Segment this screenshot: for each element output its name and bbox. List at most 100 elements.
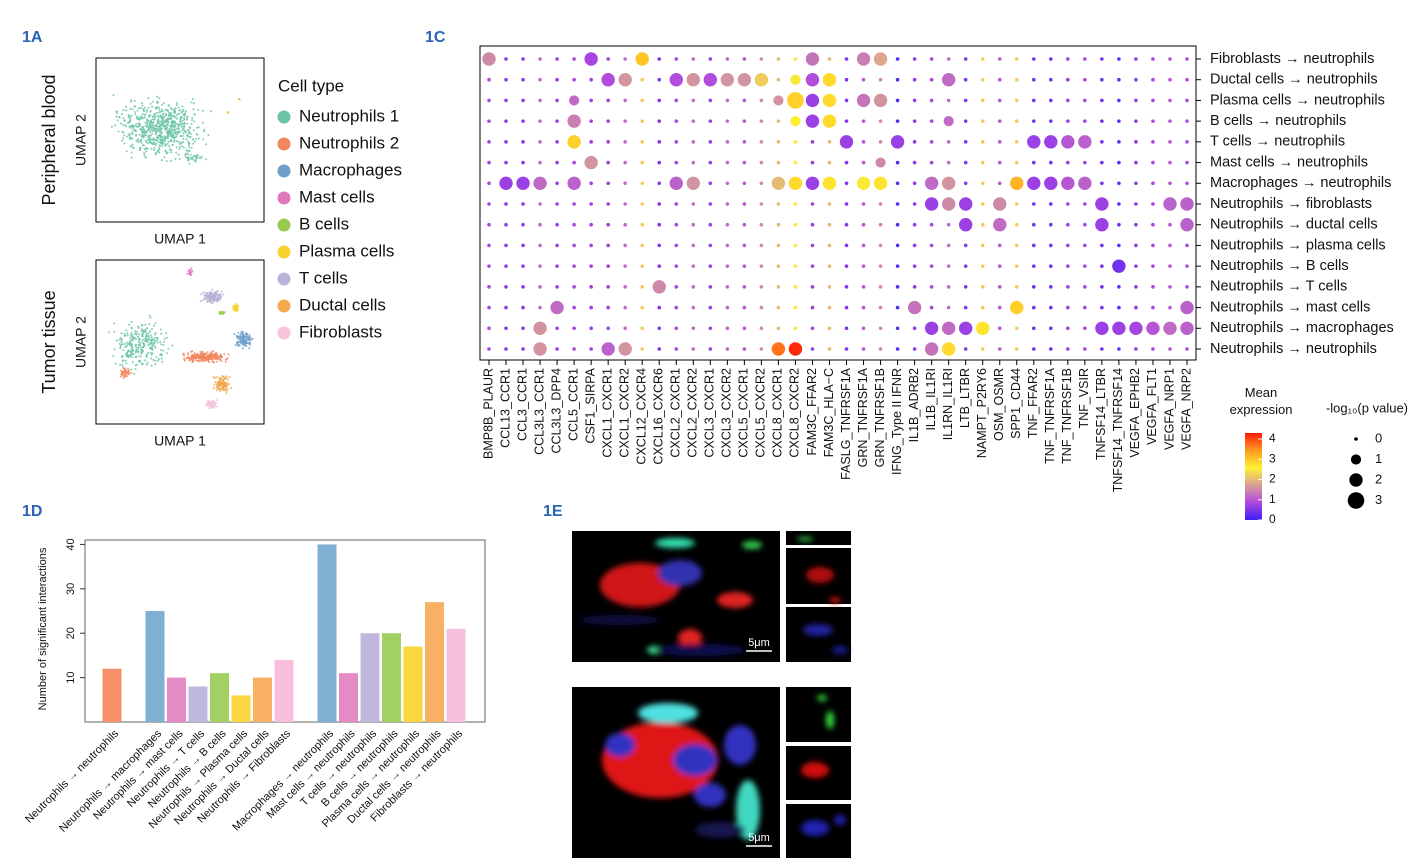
dot bbox=[776, 140, 781, 144]
dot bbox=[980, 57, 985, 61]
umap-point bbox=[140, 115, 143, 118]
image-content bbox=[580, 538, 762, 656]
dot bbox=[878, 326, 883, 331]
y-tick-label: 10 bbox=[65, 671, 77, 683]
dot bbox=[1151, 77, 1155, 82]
dot bbox=[759, 347, 764, 351]
umap-point bbox=[110, 125, 113, 128]
dot bbox=[912, 222, 917, 227]
dot bbox=[1151, 202, 1155, 206]
umap-point bbox=[150, 336, 153, 339]
umap-point bbox=[150, 357, 153, 360]
umap-point bbox=[161, 110, 164, 113]
umap-point bbox=[125, 355, 128, 357]
umap-point bbox=[144, 113, 147, 116]
umap-point bbox=[147, 136, 149, 139]
umap-point bbox=[196, 157, 199, 160]
dot bbox=[790, 74, 801, 85]
umap-point bbox=[219, 380, 222, 383]
dot bbox=[810, 202, 815, 206]
umap-point bbox=[160, 142, 163, 145]
umap-point bbox=[134, 368, 137, 370]
umap-point bbox=[141, 339, 144, 342]
umap-point bbox=[248, 334, 251, 337]
umap-point bbox=[165, 119, 167, 122]
umap-point bbox=[201, 350, 204, 353]
umap-point bbox=[129, 107, 132, 110]
dot bbox=[640, 285, 645, 289]
dot bbox=[861, 285, 866, 289]
color-tick-label: 4 bbox=[1269, 431, 1276, 445]
umap-point bbox=[146, 327, 149, 330]
umap-point bbox=[187, 142, 190, 145]
dot bbox=[878, 305, 883, 310]
umap-point bbox=[159, 341, 162, 343]
dot bbox=[657, 305, 662, 310]
umap-point bbox=[169, 132, 172, 135]
umap-point bbox=[135, 349, 138, 352]
dot bbox=[895, 98, 900, 103]
dot bbox=[912, 98, 917, 103]
umap-point bbox=[175, 135, 178, 138]
umap-point bbox=[112, 94, 115, 97]
umap-point bbox=[125, 341, 128, 344]
y-axis-label: UMAP 2 bbox=[73, 114, 89, 166]
dot bbox=[504, 98, 508, 103]
dot bbox=[1027, 135, 1041, 149]
dot bbox=[504, 140, 508, 144]
umap-point bbox=[163, 135, 166, 138]
dot bbox=[487, 98, 491, 103]
umap-point bbox=[162, 123, 165, 125]
dot bbox=[793, 305, 798, 310]
umap-point bbox=[213, 357, 216, 360]
umap-point bbox=[160, 136, 163, 139]
x-tick-label: VEGFA_NRP2 bbox=[1179, 368, 1193, 450]
dot bbox=[521, 119, 525, 123]
umap-point bbox=[186, 122, 189, 125]
dot bbox=[873, 93, 888, 108]
x-tick-label: CXCL8_CXCR2 bbox=[788, 368, 802, 458]
umap-point bbox=[128, 323, 131, 326]
umap-point bbox=[145, 110, 148, 113]
umap-point bbox=[134, 338, 137, 341]
umap-point bbox=[181, 145, 184, 148]
umap-point bbox=[119, 345, 122, 348]
color-tick-label: 2 bbox=[1269, 472, 1276, 486]
dot bbox=[521, 347, 525, 351]
umap-point bbox=[131, 127, 134, 130]
dot bbox=[606, 98, 610, 103]
umap-point bbox=[237, 331, 240, 334]
dot bbox=[521, 305, 525, 310]
umap-point bbox=[174, 157, 177, 160]
dot bbox=[822, 73, 837, 87]
umap-point bbox=[186, 118, 188, 121]
umap-point bbox=[192, 356, 195, 359]
dot bbox=[980, 222, 985, 227]
dot bbox=[997, 347, 1002, 351]
umap-point bbox=[183, 358, 186, 361]
umap-point bbox=[142, 109, 145, 112]
dot bbox=[844, 222, 849, 227]
umap-point bbox=[130, 343, 133, 346]
umap-point bbox=[123, 332, 126, 335]
dot bbox=[1083, 57, 1087, 61]
dot bbox=[572, 305, 576, 310]
umap-point bbox=[139, 355, 142, 358]
umap-point bbox=[122, 108, 125, 111]
umap-point bbox=[209, 358, 212, 361]
umap-point bbox=[160, 332, 163, 335]
umap-point bbox=[124, 368, 127, 371]
dot bbox=[946, 222, 951, 227]
umap-point bbox=[232, 304, 235, 307]
dot bbox=[1185, 243, 1189, 248]
dot bbox=[691, 140, 696, 144]
umap-point bbox=[199, 157, 202, 160]
dot bbox=[742, 264, 747, 268]
umap-point bbox=[171, 108, 173, 111]
dot bbox=[1014, 98, 1019, 103]
umap-point bbox=[133, 372, 136, 375]
dot bbox=[538, 222, 542, 227]
dot bbox=[550, 300, 564, 315]
x-tick-label: IL1B_ADRB2 bbox=[907, 368, 921, 442]
umap-point bbox=[145, 150, 148, 153]
